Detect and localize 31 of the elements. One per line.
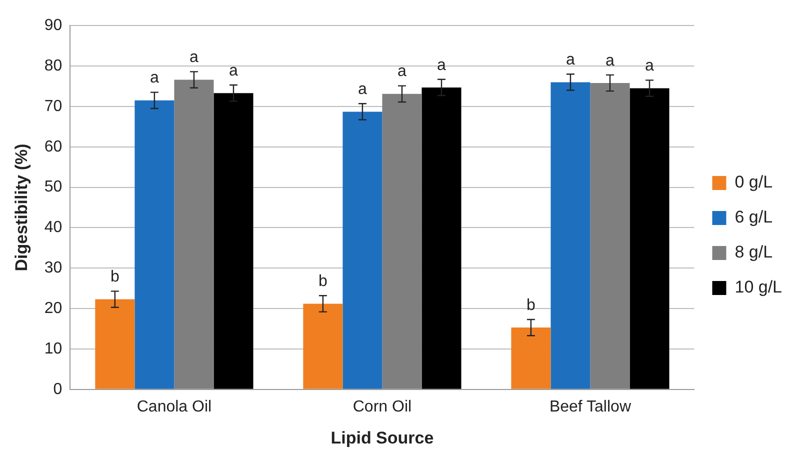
data-label: a xyxy=(229,62,238,80)
y-tick-label: 80 xyxy=(44,57,62,74)
data-label: a xyxy=(150,70,159,87)
y-tick-label: 50 xyxy=(44,178,62,196)
x-axis-title: Lipid Source xyxy=(330,428,434,448)
legend-label: 8 g/L xyxy=(734,242,773,262)
data-label: a xyxy=(606,52,615,70)
y-tick-label: 20 xyxy=(44,300,62,317)
data-label: b xyxy=(110,268,120,286)
y-tick-label: 10 xyxy=(44,340,62,358)
y-tick-label: 40 xyxy=(44,219,62,236)
data-label: a xyxy=(566,52,576,69)
y-tick-label: 70 xyxy=(44,98,62,115)
legend-label: 6 g/L xyxy=(734,208,773,227)
y-tick-label: 0 xyxy=(53,380,62,398)
data-label: b xyxy=(318,273,328,290)
data-label: a xyxy=(358,81,367,98)
data-label: a xyxy=(190,49,199,66)
data-label: a xyxy=(398,63,407,80)
y-axis-title: Digestibility (%) xyxy=(12,144,31,272)
legend-label: 10 g/L xyxy=(734,278,782,297)
data-label: a xyxy=(437,56,446,74)
y-tick-label: 30 xyxy=(44,260,62,277)
x-tick-label: Corn Oil xyxy=(352,398,412,416)
x-tick-label: Canola Oil xyxy=(136,398,212,416)
y-tick-label: 90 xyxy=(44,17,62,34)
data-label: a xyxy=(645,58,654,75)
data-label: b xyxy=(526,296,536,314)
legend-label: 0 g/L xyxy=(734,172,773,192)
x-tick-label: Beef Tallow xyxy=(549,398,632,416)
y-tick-label: 60 xyxy=(44,138,62,156)
